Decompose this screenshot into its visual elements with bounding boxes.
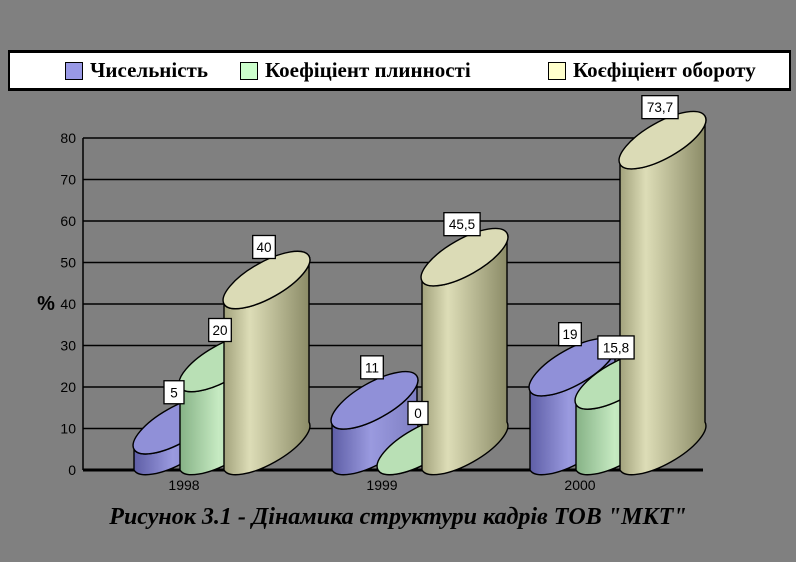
y-tick-label: 50 — [60, 255, 76, 271]
legend-swatch-icon — [240, 61, 258, 80]
y-tick-label: 30 — [60, 338, 76, 354]
y-tick-label: 70 — [60, 172, 76, 188]
legend-swatch-icon — [65, 61, 83, 80]
data-label-box — [558, 321, 582, 347]
data-label-box — [252, 234, 276, 260]
data-label-box — [641, 94, 679, 120]
cylinder-top — [222, 250, 311, 310]
chart-legend: Чисельність Коефіціент плинності Коєфіці… — [8, 50, 791, 91]
data-label: 73,7 — [647, 100, 673, 115]
category-label: 1998 — [168, 477, 199, 493]
legend-item-label: Коєфіціент обороту — [573, 58, 756, 82]
figure-caption: Рисунок 3.1 - Дінамика структури кадрів … — [109, 504, 687, 530]
data-label-box — [597, 335, 635, 360]
y-tick-label: 0 — [68, 462, 76, 478]
data-label-box — [360, 355, 384, 380]
legend-item-plynnist: Коефіціент плинності — [240, 53, 471, 88]
legend-swatch-icon — [548, 61, 566, 80]
data-label: 11 — [365, 360, 379, 375]
data-label: 0 — [414, 406, 422, 421]
y-tick-label: 10 — [60, 421, 76, 437]
legend-item-chyselnist: Чисельність — [65, 53, 208, 88]
y-tick-label: 40 — [60, 296, 76, 312]
data-label-box — [443, 212, 481, 237]
legend-item-label: Коефіціент плинності — [265, 58, 471, 82]
data-label: 15,8 — [603, 340, 629, 355]
legend-item-label: Чисельність — [90, 58, 208, 82]
data-label-box — [163, 380, 185, 405]
data-label: 5 — [170, 385, 178, 400]
data-label: 45,5 — [449, 217, 475, 232]
category-label: 2000 — [564, 477, 595, 493]
category-label: 1999 — [366, 477, 397, 493]
data-label: 40 — [256, 240, 271, 255]
data-label-box — [208, 317, 232, 343]
cylinder-top — [330, 370, 419, 430]
data-label: 20 — [212, 323, 227, 338]
cylinder-top — [618, 110, 707, 170]
data-label-box — [407, 400, 429, 426]
cylinder-body — [619, 115, 707, 476]
cylinder-top — [420, 227, 509, 287]
y-tick-label: 80 — [60, 130, 76, 146]
y-tick-label: 20 — [60, 379, 76, 395]
legend-item-oborot: Коєфіціент обороту — [548, 53, 756, 88]
y-tick-label: 60 — [60, 213, 76, 229]
data-label: 19 — [562, 327, 577, 342]
y-axis-title: % — [37, 293, 55, 315]
